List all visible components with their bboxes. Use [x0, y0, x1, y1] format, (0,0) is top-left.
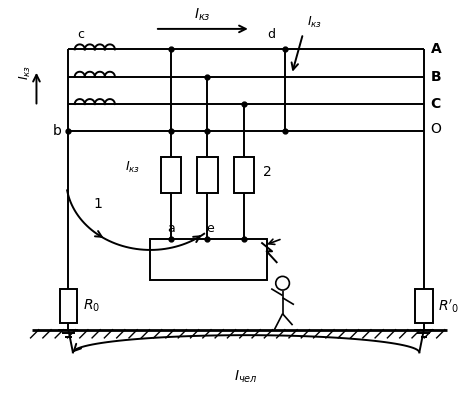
- Text: $I_{кз}$: $I_{кз}$: [307, 15, 322, 30]
- Text: $I_{кз}$: $I_{кз}$: [125, 160, 141, 175]
- Text: 1: 1: [94, 197, 102, 211]
- Text: b: b: [53, 125, 62, 138]
- Text: $R_0$: $R_0$: [83, 297, 100, 314]
- Bar: [150, 238, 266, 280]
- Text: $I_{чел}$: $I_{чел}$: [234, 368, 258, 385]
- Text: $I_{кз}$: $I_{кз}$: [18, 65, 33, 80]
- Text: A: A: [431, 43, 441, 56]
- Bar: [197, 156, 218, 193]
- Text: $R'_0$: $R'_0$: [438, 297, 460, 314]
- Bar: [161, 156, 181, 193]
- Text: a: a: [167, 222, 175, 235]
- Text: $I_{кз}$: $I_{кз}$: [194, 7, 211, 23]
- Text: e: e: [206, 222, 213, 235]
- Text: d: d: [267, 28, 275, 41]
- Bar: [60, 289, 77, 323]
- Bar: [415, 289, 432, 323]
- Text: B: B: [431, 70, 441, 84]
- Text: C: C: [431, 97, 441, 111]
- Text: O: O: [431, 122, 442, 136]
- Bar: [234, 156, 254, 193]
- Text: c: c: [77, 28, 84, 41]
- Text: 2: 2: [263, 165, 272, 179]
